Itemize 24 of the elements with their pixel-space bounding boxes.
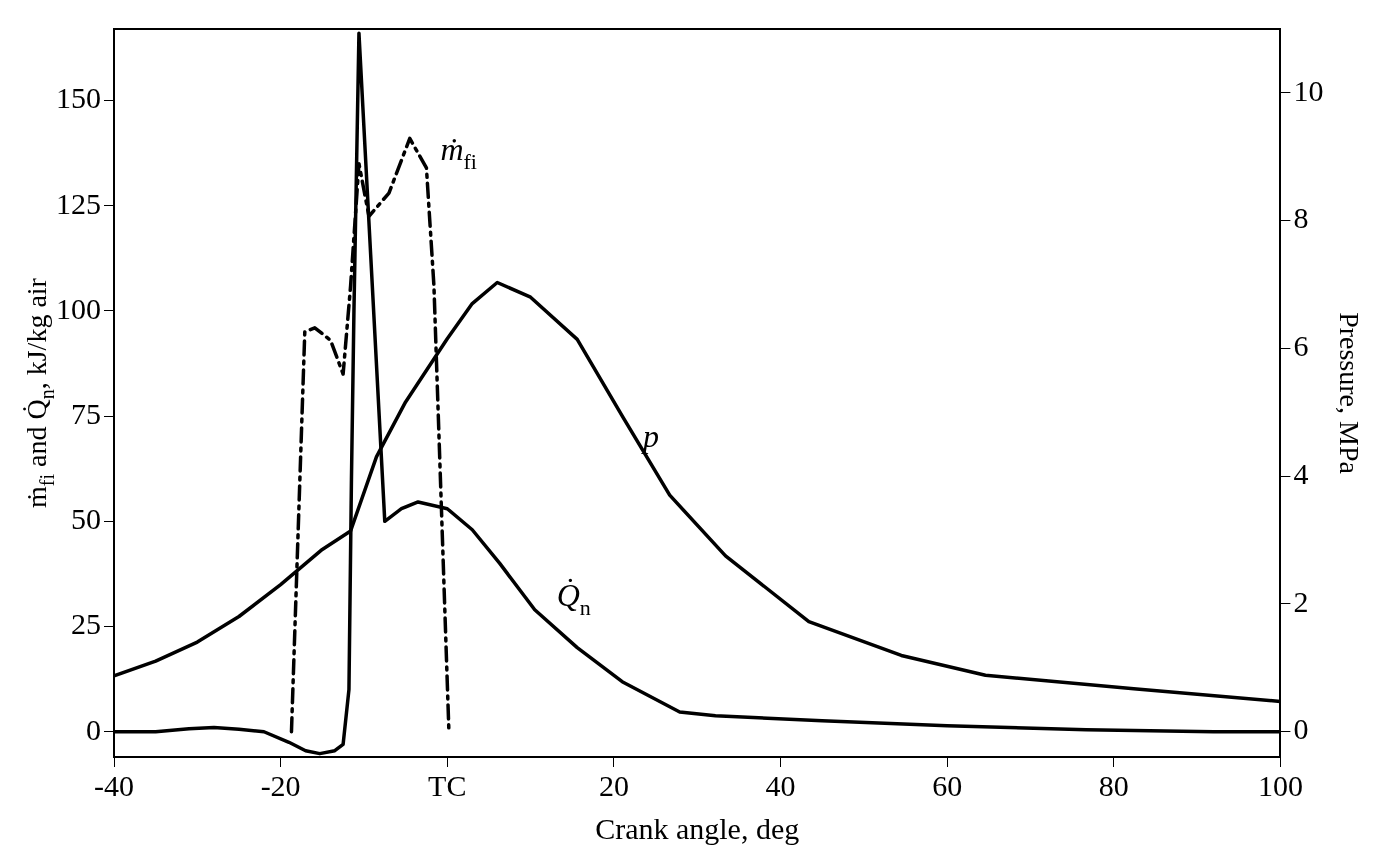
y2-tick-label: 2 xyxy=(1293,584,1309,618)
y2-tick-label: 0 xyxy=(1293,712,1309,746)
y-tick-label: 125 xyxy=(56,186,101,220)
y-tick-label: 100 xyxy=(56,291,101,325)
y-tick-label: 150 xyxy=(56,81,101,115)
x-tick-label: -40 xyxy=(94,768,134,802)
x-axis-title: Crank angle, deg xyxy=(595,811,800,845)
x-tick-label: 80 xyxy=(1098,768,1129,802)
x-tick-label: 60 xyxy=(932,768,963,802)
y2-tick-label: 4 xyxy=(1293,456,1309,490)
y-tick-label: 25 xyxy=(71,607,101,641)
y-tick-label: 0 xyxy=(86,712,101,746)
x-tick-label: 20 xyxy=(598,768,629,802)
y-tick-label: 50 xyxy=(71,502,101,536)
x-tick-label: -20 xyxy=(260,768,301,802)
y2-tick-label: 8 xyxy=(1293,201,1309,235)
y-tick-label: 75 xyxy=(71,397,101,431)
x-tick-label: 40 xyxy=(765,768,796,802)
y2-axis-title: Pressure, MPa xyxy=(1333,312,1365,475)
y2-tick-label: 6 xyxy=(1293,329,1309,363)
y-axis-title: ṁfi and Q̇n, kJ/kg air xyxy=(21,277,59,508)
y2-tick-label: 10 xyxy=(1293,73,1324,107)
x-tick-label: 100 xyxy=(1257,768,1303,802)
x-tick-label: TC xyxy=(428,768,467,802)
